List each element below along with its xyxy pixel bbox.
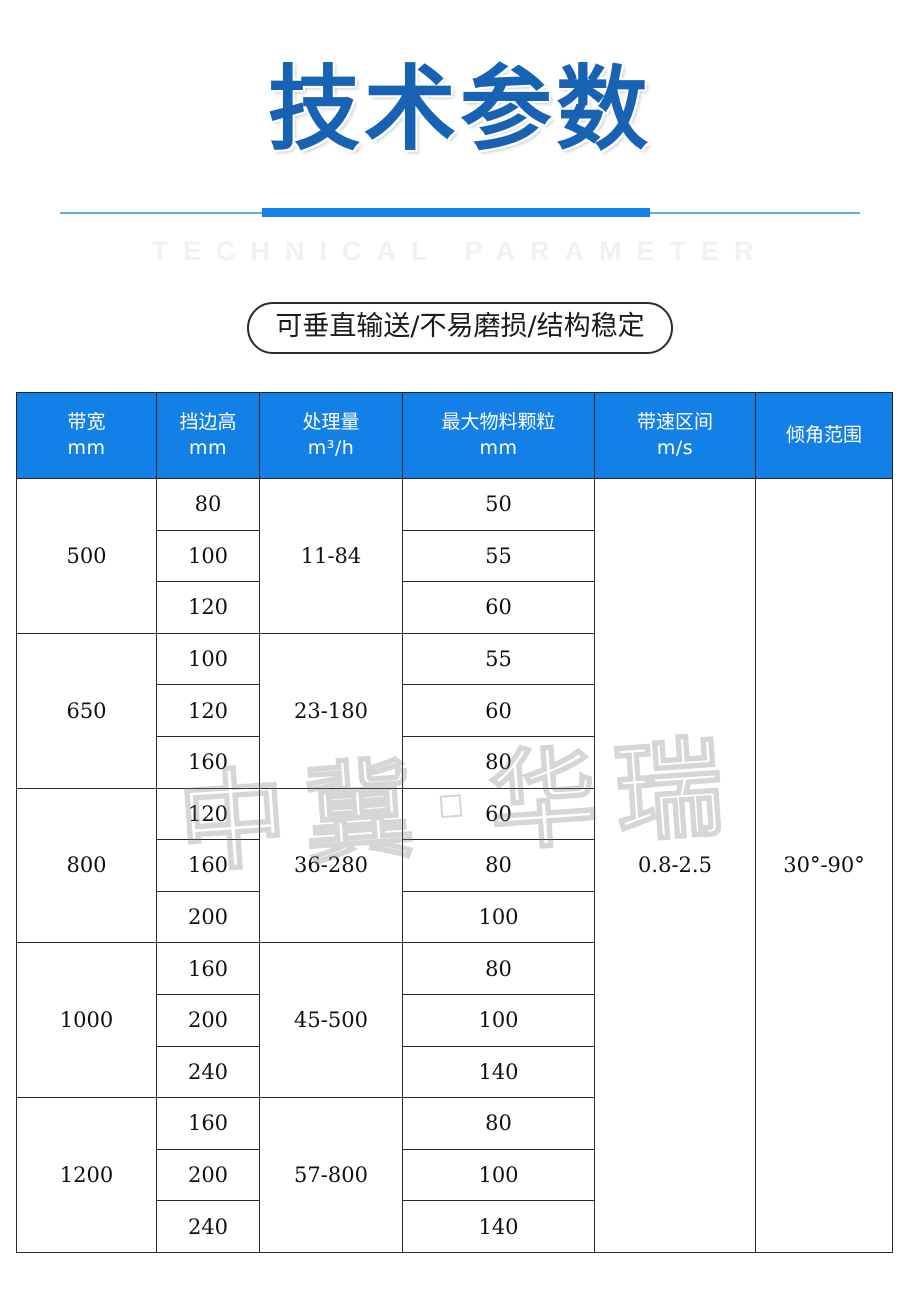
cell-capacity: 23-180 xyxy=(259,632,403,789)
column-header-belt-speed-unit: m/s xyxy=(656,436,694,459)
cell-max-particle: 55 xyxy=(402,529,595,583)
page-subtitle: TECHNICAL PARAMETER xyxy=(151,236,769,266)
cell-max-particle: 140 xyxy=(402,1045,595,1099)
column-header-skirt-height: 挡边高 mm xyxy=(156,392,260,479)
cell-max-particle: 80 xyxy=(402,1097,595,1150)
column-header-max-particle: 最大物料颗粒 mm xyxy=(402,392,595,479)
table-row: 100 55 xyxy=(17,529,893,583)
table-row: 1200 160 57-800 80 xyxy=(16,1097,893,1253)
cell-belt-width: 650 xyxy=(16,632,157,789)
table-row: 200 100 xyxy=(17,993,893,1047)
feature-badge: 可垂直输送/不易磨损/结构稳定 xyxy=(247,302,673,354)
column-header-max-particle-unit: mm xyxy=(479,436,518,459)
cell-capacity: 36-280 xyxy=(259,787,403,944)
cell-capacity: 11-84 xyxy=(259,478,403,634)
table-row: 120 60 xyxy=(17,581,893,634)
table-row: 160 80 xyxy=(17,839,893,892)
cell-skirt-height: 200 xyxy=(156,1148,260,1202)
column-header-capacity-label: 处理量 xyxy=(302,410,360,433)
table-header-row: 带宽 mm 挡边高 mm 处理量 m³/h 最大物料颗粒 mm 带速区间 m xyxy=(16,392,893,479)
cell-skirt-height: 120 xyxy=(156,684,260,737)
column-header-capacity: 处理量 m³/h xyxy=(259,392,403,479)
cell-max-particle: 80 xyxy=(402,839,595,892)
spec-table-container: 带宽 mm 挡边高 mm 处理量 m³/h 最大物料颗粒 mm 带速区间 m xyxy=(16,392,893,1253)
cell-skirt-height: 100 xyxy=(156,632,260,686)
table-row: 120 60 xyxy=(17,684,893,737)
page-header: 技术参数 TECHNICAL PARAMETER 可垂直输送/不易磨损/结构稳定 xyxy=(0,0,920,380)
cell-max-particle: 60 xyxy=(402,787,595,841)
column-header-incline-range: 倾角范围 xyxy=(755,392,893,479)
cell-max-particle: 60 xyxy=(402,581,595,634)
title-divider xyxy=(0,206,920,220)
cell-max-particle: 50 xyxy=(402,478,595,531)
cell-skirt-height: 240 xyxy=(156,1045,260,1099)
column-header-skirt-height-label: 挡边高 xyxy=(179,410,237,433)
cell-skirt-height: 200 xyxy=(156,890,260,944)
spec-table-body: 500 80 11-84 50 0.8-2.5 30°-90° 100 55 120 60 650 1… xyxy=(16,478,893,1253)
cell-max-particle: 100 xyxy=(402,993,595,1047)
cell-skirt-height: 80 xyxy=(156,478,260,531)
cell-belt-speed: 0.8-2.5 xyxy=(594,478,756,1253)
cell-belt-width: 1000 xyxy=(16,942,157,1099)
cell-belt-width: 1200 xyxy=(16,1097,157,1253)
cell-capacity: 57-800 xyxy=(259,1097,403,1253)
column-header-belt-speed-label: 带速区间 xyxy=(636,410,713,433)
cell-max-particle: 55 xyxy=(402,632,595,686)
table-row: 200 100 xyxy=(17,890,893,944)
cell-max-particle: 60 xyxy=(402,684,595,737)
table-row: 800 120 36-280 60 xyxy=(16,787,893,944)
cell-belt-width: 500 xyxy=(16,478,157,634)
table-row: 1000 160 45-500 80 xyxy=(16,942,893,1099)
spec-table: 带宽 mm 挡边高 mm 处理量 m³/h 最大物料颗粒 mm 带速区间 m xyxy=(16,392,893,1253)
divider-accent-bar xyxy=(262,208,650,217)
column-header-belt-width-unit: mm xyxy=(67,436,106,459)
cell-max-particle: 80 xyxy=(402,735,595,789)
column-header-skirt-height-unit: mm xyxy=(188,436,228,459)
cell-skirt-height: 120 xyxy=(156,787,260,841)
cell-skirt-height: 240 xyxy=(156,1200,260,1253)
cell-max-particle: 100 xyxy=(402,1148,595,1202)
cell-max-particle: 80 xyxy=(402,942,595,995)
page-title: 技术参数 xyxy=(267,56,652,163)
cell-max-particle: 100 xyxy=(402,890,595,944)
column-header-capacity-unit: m³/h xyxy=(307,436,355,459)
column-header-incline-range-label: 倾角范围 xyxy=(785,423,862,446)
cell-skirt-height: 160 xyxy=(156,839,260,892)
table-row: 240 140 xyxy=(17,1045,893,1099)
table-row: 200 100 xyxy=(17,1148,893,1202)
cell-skirt-height: 160 xyxy=(156,1097,260,1150)
cell-belt-width: 800 xyxy=(16,787,157,944)
cell-max-particle: 140 xyxy=(402,1200,595,1253)
cell-capacity: 45-500 xyxy=(259,942,403,1099)
table-row: 240 140 xyxy=(17,1200,893,1253)
column-header-belt-width: 带宽 mm xyxy=(16,392,157,479)
cell-incline-range: 30°-90° xyxy=(755,478,893,1253)
feature-badge-row: 可垂直输送/不易磨损/结构稳定 xyxy=(0,302,920,354)
spec-table-head: 带宽 mm 挡边高 mm 处理量 m³/h 最大物料颗粒 mm 带速区间 m xyxy=(16,392,893,479)
column-header-max-particle-label: 最大物料颗粒 xyxy=(441,410,556,433)
table-row: 500 80 11-84 50 0.8-2.5 30°-90° xyxy=(16,478,893,1253)
cell-skirt-height: 120 xyxy=(156,581,260,634)
cell-skirt-height: 160 xyxy=(156,735,260,789)
cell-skirt-height: 200 xyxy=(156,993,260,1047)
column-header-belt-width-label: 带宽 xyxy=(67,410,106,433)
cell-skirt-height: 100 xyxy=(156,529,260,583)
column-header-belt-speed: 带速区间 m/s xyxy=(594,392,756,479)
cell-skirt-height: 160 xyxy=(156,942,260,995)
